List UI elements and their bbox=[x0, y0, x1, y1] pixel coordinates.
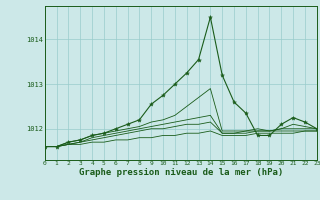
X-axis label: Graphe pression niveau de la mer (hPa): Graphe pression niveau de la mer (hPa) bbox=[79, 168, 283, 177]
